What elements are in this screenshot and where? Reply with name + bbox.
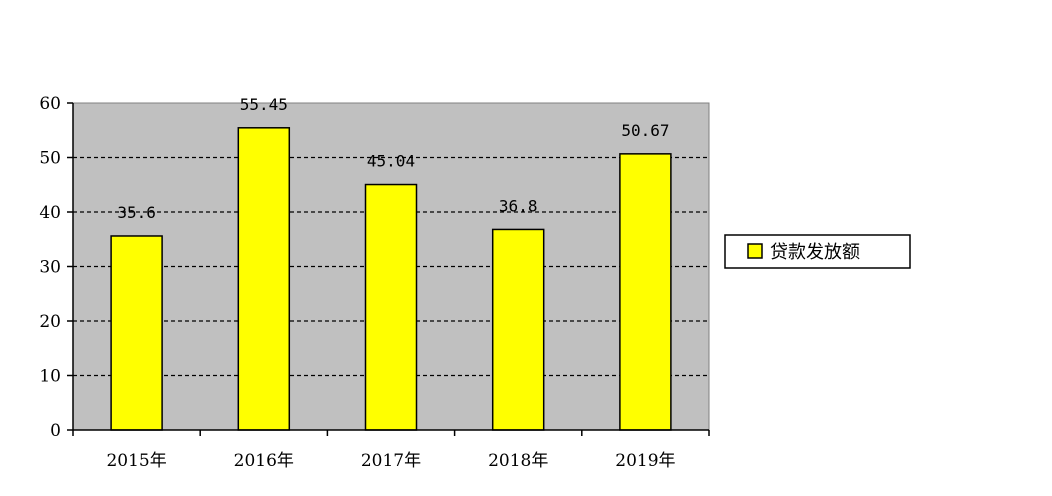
- bars: [110, 127, 672, 431]
- legend-label: 贷款发放额: [770, 242, 860, 263]
- y-tick-label: 40: [39, 203, 61, 223]
- data-label: 55.45: [240, 95, 288, 114]
- data-label: 36.8: [499, 196, 538, 215]
- x-tick-label: 2015年: [106, 451, 166, 471]
- data-label: 45.04: [367, 152, 415, 171]
- x-tick-label: 2016年: [234, 451, 294, 471]
- x-tick-label: 2018年: [488, 451, 548, 471]
- y-axis-ticks: 0 10 20 30 40 50 60: [39, 94, 73, 441]
- bar-2015年: [110, 235, 163, 431]
- legend-swatch: [747, 243, 763, 259]
- data-labels: 35.6 55.45 45.04 36.8 50.67: [117, 95, 669, 222]
- bar-2018年: [491, 228, 545, 431]
- x-axis-ticks: 2015年 2016年 2017年 2018年 2019年: [72, 430, 710, 471]
- y-tick-label: 50: [39, 149, 61, 169]
- x-tick-label: 2019年: [615, 451, 675, 471]
- bar-2016年: [237, 127, 291, 431]
- bar-2019年: [619, 153, 672, 431]
- y-tick-label: 30: [39, 258, 61, 278]
- x-tick-label: 2017年: [361, 451, 421, 471]
- y-tick-label: 10: [39, 367, 61, 387]
- data-label: 35.6: [117, 203, 156, 222]
- y-tick-label: 20: [39, 312, 61, 332]
- bar-2017年: [364, 183, 418, 431]
- y-tick-label: 60: [39, 94, 61, 114]
- legend: 贷款发放额: [724, 234, 911, 269]
- y-tick-label: 0: [50, 421, 61, 441]
- data-label: 50.67: [621, 121, 669, 140]
